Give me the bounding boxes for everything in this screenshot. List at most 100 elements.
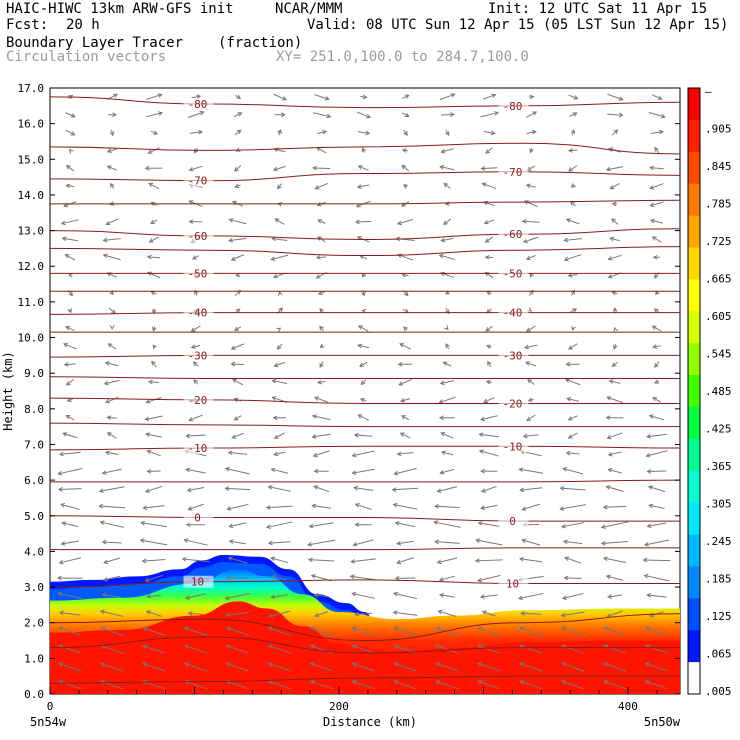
wind-vector [227, 450, 248, 456]
colorbar-frame [687, 87, 701, 695]
colorbar-label: .125 [705, 610, 732, 623]
wind-vector [570, 128, 576, 136]
temperature-contour [50, 675, 680, 684]
wind-vector [650, 129, 664, 135]
wind-vector [438, 592, 455, 598]
wind-vector [307, 539, 336, 547]
wind-vector [233, 112, 243, 118]
wind-vector [144, 165, 163, 171]
wind-vector [354, 522, 372, 527]
wind-vector [319, 325, 324, 332]
wind-vector [314, 611, 329, 618]
wind-vector [602, 662, 627, 672]
wind-vector [445, 129, 450, 137]
wind-vector [140, 520, 168, 528]
wind-vector [230, 343, 245, 350]
wind-vector [393, 680, 417, 690]
xy-range: XY= 251.0,100.0 to 284.7,100.0 [276, 49, 529, 65]
colorbar-swatch [688, 375, 700, 408]
colorbar-label: – [705, 85, 712, 98]
wind-vector [110, 182, 115, 189]
wind-vector [65, 129, 76, 136]
colorbar-label: .185 [705, 573, 732, 586]
wind-vector [228, 237, 247, 243]
wind-vector [402, 184, 408, 189]
temperature-contour [50, 228, 680, 241]
wind-vector [224, 592, 251, 601]
wind-vector [356, 184, 370, 189]
wind-vector [351, 662, 375, 672]
wind-vector [309, 662, 333, 672]
wind-vector [98, 503, 126, 509]
wind-vector [521, 538, 541, 546]
wind-vector [561, 592, 584, 601]
wind-vector [396, 557, 414, 565]
y-tick-label: 11.0 [18, 296, 45, 309]
wind-vector [436, 486, 458, 493]
wind-vector [234, 183, 241, 189]
wind-vector [312, 165, 331, 171]
wind-vector [187, 503, 204, 511]
colorbar-label: .785 [705, 198, 732, 211]
wind-vector [188, 165, 203, 172]
wind-vector [188, 219, 203, 224]
x-tick-label: 400 [618, 700, 638, 713]
wind-vector [317, 290, 325, 296]
wind-vector [147, 379, 160, 385]
wind-vector [525, 255, 536, 261]
colorbar-swatch [688, 151, 700, 185]
wind-vector [643, 539, 669, 547]
wind-vector [317, 219, 326, 224]
wind-vector [602, 556, 627, 564]
wind-vector [102, 575, 121, 582]
colorbar-swatch [688, 279, 700, 312]
wind-vector [146, 593, 161, 599]
wind-vector [185, 433, 206, 439]
wind-vector [225, 662, 250, 672]
y-tick-label: 2.0 [24, 617, 44, 630]
wind-vector [525, 183, 536, 189]
wind-vector [65, 164, 75, 172]
wind-vector [277, 290, 283, 296]
wind-vector [307, 557, 335, 563]
wind-vector [273, 362, 286, 368]
y-tick-label: 9.0 [24, 367, 44, 380]
wind-vector [148, 236, 159, 243]
wind-vector [106, 415, 117, 420]
y-tick-label: 8.0 [24, 403, 44, 416]
wind-vector [393, 467, 417, 476]
wind-vector [228, 522, 247, 529]
temperature-contour [50, 376, 680, 380]
wind-vector [235, 94, 242, 99]
colorbar-label: .545 [705, 348, 732, 361]
wind-vector [562, 539, 583, 545]
wind-vector [357, 165, 369, 171]
colorbar-swatch [688, 438, 700, 472]
wind-vector [606, 396, 623, 404]
wind-vector [644, 680, 669, 690]
wind-vector [316, 379, 326, 385]
wind-vector [60, 219, 79, 226]
wind-vector [527, 379, 535, 385]
wind-vector [654, 146, 660, 154]
wind-vector [62, 432, 78, 439]
wind-vector [560, 522, 585, 529]
wind-vector [607, 468, 622, 474]
wind-vector [435, 680, 459, 690]
y-tick-label: 3.0 [24, 581, 44, 594]
wind-vector [234, 165, 242, 172]
wind-vector [399, 398, 411, 403]
contour-label: -20 [188, 394, 208, 407]
wind-vector [440, 112, 455, 117]
wind-vector [317, 129, 328, 135]
wind-vector [438, 415, 455, 421]
wind-vector [313, 593, 330, 598]
wind-vector [526, 129, 537, 135]
wind-vector [568, 165, 578, 172]
x-tick-label: 0 [47, 700, 54, 713]
wind-vector [225, 575, 250, 581]
wind-vector [350, 558, 377, 564]
colorbar-swatch [688, 534, 700, 567]
wind-vector [183, 662, 208, 672]
wind-vector [611, 361, 618, 367]
